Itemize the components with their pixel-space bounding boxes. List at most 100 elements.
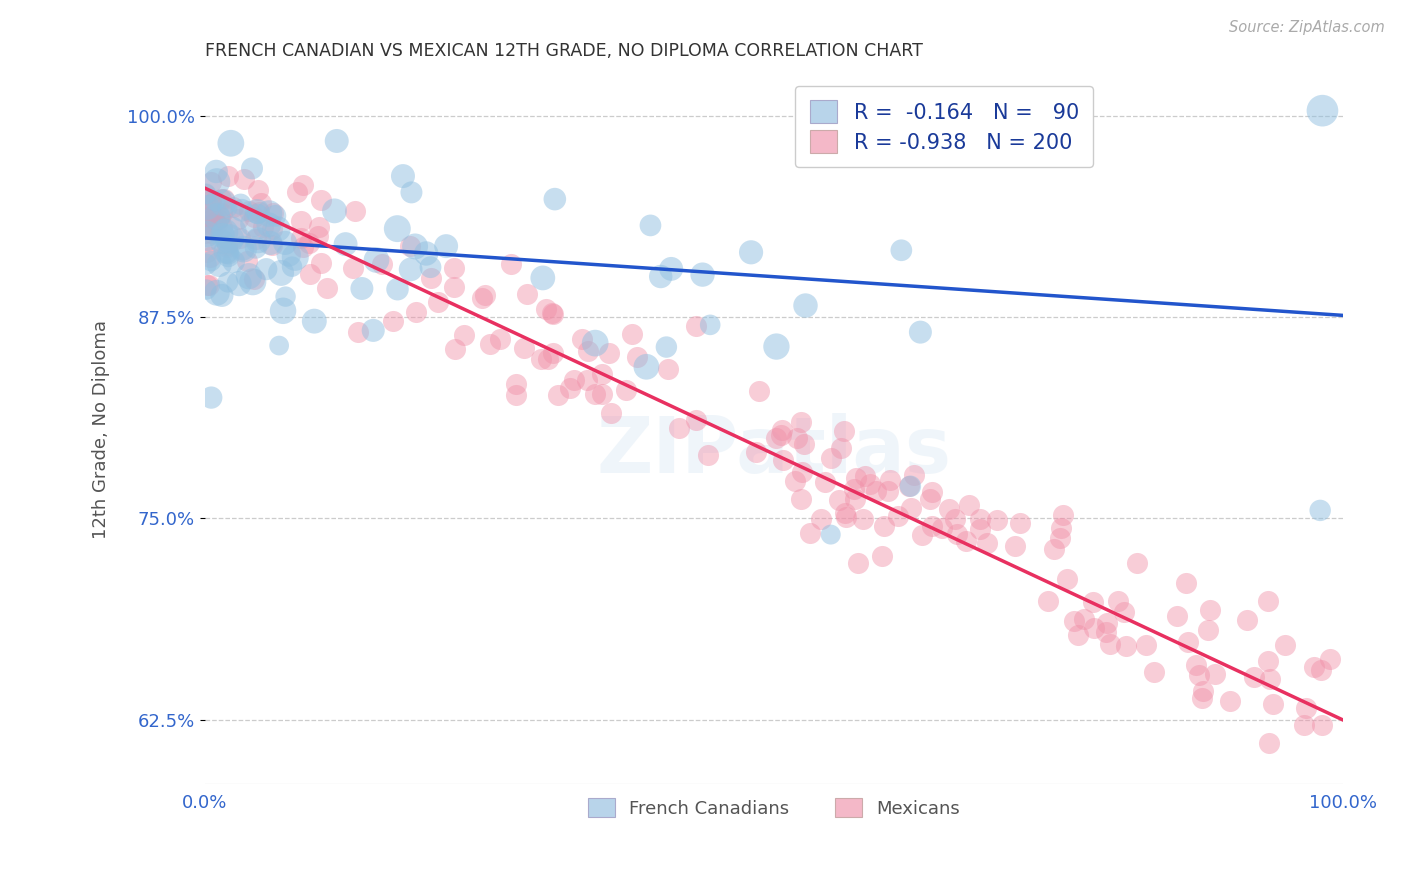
Point: [211, 195, 233, 210]
Point: [1274, 638, 1296, 652]
Point: [214, 225, 236, 239]
Point: [250, 196, 273, 211]
Point: [765, 340, 787, 354]
Point: [201, 218, 224, 232]
Point: [844, 482, 866, 496]
Point: [1257, 735, 1279, 749]
Point: [1219, 694, 1241, 708]
Point: [264, 209, 287, 223]
Point: [887, 509, 910, 524]
Point: [1199, 603, 1222, 617]
Point: [218, 247, 240, 261]
Point: [194, 202, 217, 217]
Point: [814, 475, 837, 489]
Point: [205, 210, 228, 224]
Point: [350, 281, 373, 295]
Point: [304, 314, 326, 328]
Point: [246, 204, 269, 219]
Point: [415, 246, 437, 260]
Point: [1067, 628, 1090, 642]
Point: [262, 206, 284, 220]
Point: [419, 260, 441, 275]
Point: [853, 468, 876, 483]
Point: [207, 211, 229, 226]
Point: [890, 244, 912, 258]
Point: [865, 484, 887, 499]
Point: [387, 221, 409, 235]
Point: [247, 183, 270, 197]
Point: [281, 260, 304, 274]
Point: [830, 441, 852, 455]
Point: [404, 239, 426, 253]
Point: [270, 266, 292, 280]
Point: [370, 257, 392, 271]
Point: [269, 338, 291, 352]
Point: [1107, 594, 1129, 608]
Point: [298, 235, 321, 250]
Text: FRENCH CANADIAN VS MEXICAN 12TH GRADE, NO DIPLOMA CORRELATION CHART: FRENCH CANADIAN VS MEXICAN 12TH GRADE, N…: [205, 42, 922, 60]
Point: [195, 277, 218, 292]
Point: [274, 290, 297, 304]
Point: [217, 169, 239, 183]
Point: [562, 373, 585, 387]
Point: [828, 492, 851, 507]
Point: [531, 271, 554, 285]
Point: [820, 527, 842, 541]
Point: [398, 239, 420, 253]
Point: [202, 209, 225, 223]
Point: [600, 405, 623, 419]
Point: [1187, 667, 1209, 681]
Point: [444, 342, 467, 356]
Point: [810, 512, 832, 526]
Point: [614, 383, 637, 397]
Point: [229, 230, 252, 244]
Point: [243, 211, 266, 225]
Point: [620, 326, 643, 341]
Point: [740, 245, 762, 260]
Point: [1049, 531, 1071, 545]
Point: [505, 388, 527, 402]
Point: [290, 231, 312, 245]
Point: [783, 474, 806, 488]
Point: [197, 217, 219, 231]
Point: [692, 268, 714, 282]
Point: [204, 194, 226, 208]
Point: [501, 257, 523, 271]
Point: [541, 345, 564, 359]
Point: [208, 211, 231, 225]
Point: [668, 421, 690, 435]
Point: [1010, 516, 1032, 530]
Point: [211, 206, 233, 220]
Point: [342, 261, 364, 276]
Point: [277, 247, 299, 261]
Point: [217, 248, 239, 262]
Point: [335, 237, 357, 252]
Point: [200, 197, 222, 211]
Point: [259, 235, 281, 250]
Point: [1095, 616, 1118, 631]
Point: [790, 416, 813, 430]
Point: [232, 242, 254, 256]
Point: [696, 448, 718, 462]
Point: [401, 186, 423, 200]
Point: [1004, 539, 1026, 553]
Point: [1050, 521, 1073, 535]
Point: [852, 512, 875, 526]
Point: [794, 299, 817, 313]
Point: [921, 519, 943, 533]
Point: [200, 254, 222, 268]
Point: [381, 314, 404, 328]
Point: [271, 303, 294, 318]
Point: [870, 549, 893, 564]
Point: [219, 136, 242, 151]
Point: [1303, 659, 1326, 673]
Point: [1197, 624, 1219, 638]
Point: [955, 534, 977, 549]
Point: [238, 203, 260, 218]
Point: [1295, 701, 1317, 715]
Point: [790, 491, 813, 506]
Y-axis label: 12th Grade, No Diploma: 12th Grade, No Diploma: [93, 320, 110, 540]
Point: [217, 201, 239, 215]
Point: [591, 368, 613, 382]
Point: [650, 269, 672, 284]
